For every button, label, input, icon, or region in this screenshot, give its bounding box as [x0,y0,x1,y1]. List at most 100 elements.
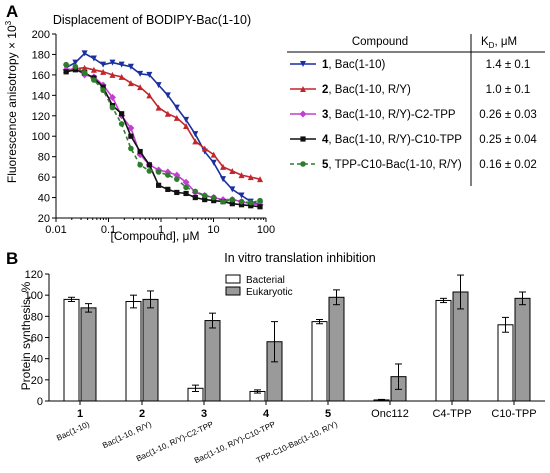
data-point [192,188,199,195]
data-point [248,203,254,209]
data-point [100,61,107,68]
panel-a-chart: A Displacement of BODIPY-Bac(1-10) 20 40 6… [4,2,545,243]
data-point [109,71,116,78]
data-point [238,198,245,205]
bar-group-C10-TPP [497,291,531,402]
series-4 [63,67,263,210]
legend-label: Bacterial [246,275,285,286]
data-point [192,194,198,201]
data-point [173,114,180,121]
bar-bacterial [63,298,80,402]
data-point [210,151,217,158]
data-point [192,138,199,145]
data-point [210,159,217,166]
y-tick-label: 60 [38,172,50,184]
fit-curve [65,63,261,204]
panel-a-title: Displacement of BODIPY-Bac(1-10) [53,13,251,27]
bar-bacterial [435,299,452,402]
data-point [201,145,208,152]
y-tick-label: 40 [31,354,43,366]
data-point [257,204,263,210]
y-tick-label: 140 [32,90,50,102]
data-point [247,199,254,206]
data-point [155,104,162,111]
fit-curve [66,67,261,206]
data-point [183,190,189,197]
panel-a-plot-area: 20 40 60 80 100 120 140 160 180 200 0.01 0.1 1 10 100 [32,29,276,236]
data-point [211,198,217,204]
data-point [109,59,116,66]
data-point [81,70,88,76]
x-tick-label: 10 [207,224,219,236]
y-tick-label: 20 [38,213,50,225]
data-point [182,178,190,186]
panel-a-y-axis-label: Fluorescence anisotropy × 103 [4,20,19,183]
fit-curve [66,66,261,180]
data-point [100,84,106,90]
y-tick-label: 40 [38,193,50,205]
bar-eukaryotic [204,320,221,402]
data-point [173,171,181,179]
data-point [300,136,306,142]
y-tick-label: 0 [37,396,43,408]
series-2 [63,64,264,183]
data-point [118,73,125,80]
data-point [155,82,162,89]
data-point [118,121,125,127]
bar-eukaryotic [142,298,159,402]
data-point [127,124,135,132]
kd-value: 0.26 ± 0.03 [479,109,536,121]
data-point [100,68,107,75]
data-point [201,192,208,199]
data-point [202,197,208,203]
data-point [210,194,217,201]
data-point [155,169,162,175]
kd-value: 1.0 ± 0.1 [486,84,531,96]
panel-b-chart: B In vitro translation inhibition Protei… [6,249,545,465]
table-header-kd: KD, μM [481,36,517,50]
data-point [146,162,152,168]
data-point [220,163,227,170]
data-point [72,67,78,73]
series-5 [63,61,263,206]
data-point [165,172,171,178]
x-tick-label: 0.1 [101,224,116,236]
fit-curve [65,68,261,208]
x-tick-label: C4-TPP [432,408,471,420]
x-sublabel: Bac(1-10, R/Y) [101,420,153,451]
kd-value: 0.25 ± 0.04 [479,134,537,146]
bar-group-4 [249,321,283,402]
data-point [183,123,190,129]
table-header-compound: Compound [352,36,408,48]
data-point [72,59,79,66]
data-point [229,167,236,174]
kd-table: Compound KD, μM 1, Bac(1-10) 1.4 ± 0.1 2, Ba… [287,34,545,186]
bar-eukaryotic [80,307,97,402]
data-point [137,84,144,91]
y-tick-label: 80 [38,152,50,164]
data-point [91,77,97,83]
data-point [108,93,116,101]
bar-bacterial [125,301,142,402]
bar-group-Onc112 [373,363,407,402]
panel-b-title: In vitro translation inhibition [224,251,376,265]
table-row: 3, Bac(1-10, R/Y)-C2-TPP 0.26 ± 0.03 [290,109,537,121]
y-tick-label: 160 [32,70,50,82]
data-point [119,111,125,117]
y-tick-label: 120 [25,269,43,281]
data-point [137,70,144,77]
data-point [192,131,199,138]
x-tick-label: 100 [257,224,275,236]
data-point [90,55,97,62]
data-point [247,174,254,181]
compound-label: 2, Bac(1-10, R/Y) [322,84,411,96]
compound-label: 5, TPP-C10-Bac(1-10, R/Y) [322,159,462,171]
table-row: 5, TPP-C10-Bac(1-10, R/Y) 0.16 ± 0.02 [290,159,537,171]
y-tick-label: 20 [31,375,43,387]
data-point [238,202,245,208]
data-point [220,176,227,183]
compound-label: 3, Bac(1-10, R/Y)-C2-TPP [322,109,456,121]
bar-group-3 [187,312,221,402]
data-point [229,186,236,193]
x-tick-label: 4 [263,408,270,420]
